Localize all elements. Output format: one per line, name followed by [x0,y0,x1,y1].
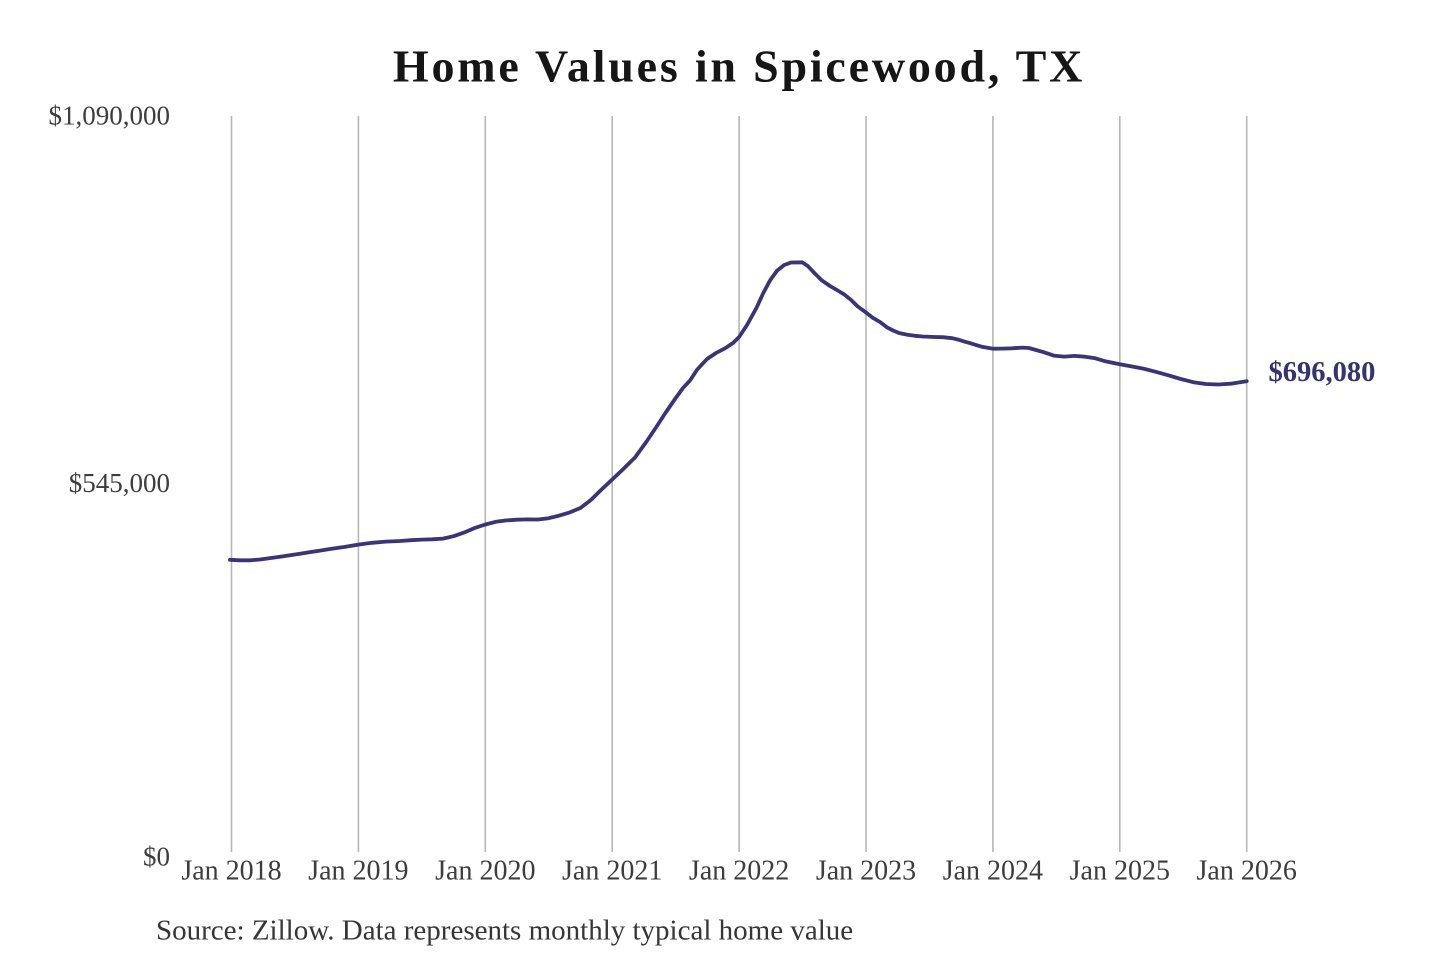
svg-text:Jan 2026: Jan 2026 [1197,856,1297,887]
svg-text:Jan 2024: Jan 2024 [943,856,1043,887]
svg-text:Jan 2020: Jan 2020 [435,856,535,887]
svg-text:Jan 2019: Jan 2019 [308,856,408,887]
svg-text:Jan 2023: Jan 2023 [816,856,916,887]
svg-text:$0: $0 [143,841,170,871]
svg-text:$1,090,000: $1,090,000 [49,100,171,130]
svg-text:Jan 2021: Jan 2021 [562,856,662,887]
svg-text:$696,080: $696,080 [1269,357,1376,388]
svg-text:Jan 2018: Jan 2018 [181,856,281,887]
svg-text:Home Values in Spicewood, TX: Home Values in Spicewood, TX [393,41,1085,92]
svg-text:$545,000: $545,000 [69,468,170,498]
svg-text:Jan 2025: Jan 2025 [1070,856,1170,887]
svg-text:Source: Zillow. Data represent: Source: Zillow. Data represents monthly … [156,915,853,947]
svg-text:Jan 2022: Jan 2022 [689,856,789,887]
